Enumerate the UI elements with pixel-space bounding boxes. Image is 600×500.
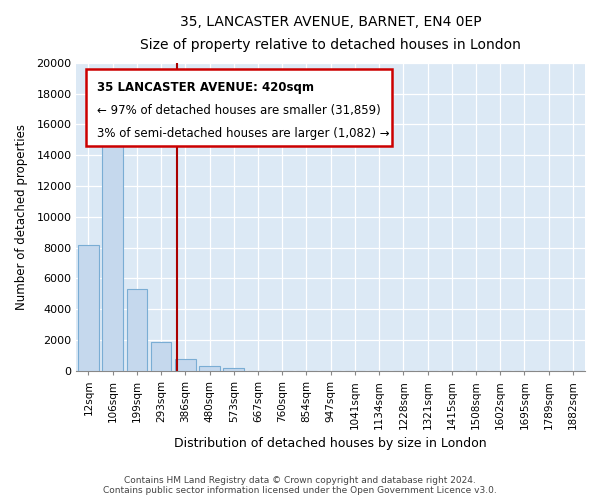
Bar bbox=[223, 368, 244, 371]
X-axis label: Distribution of detached houses by size in London: Distribution of detached houses by size … bbox=[175, 437, 487, 450]
Bar bbox=[175, 358, 196, 371]
Bar bbox=[127, 289, 147, 371]
Title: 35, LANCASTER AVENUE, BARNET, EN4 0EP
Size of property relative to detached hous: 35, LANCASTER AVENUE, BARNET, EN4 0EP Si… bbox=[140, 15, 521, 52]
Y-axis label: Number of detached properties: Number of detached properties bbox=[15, 124, 28, 310]
Text: ← 97% of detached houses are smaller (31,859): ← 97% of detached houses are smaller (31… bbox=[97, 104, 380, 118]
Bar bbox=[151, 342, 172, 371]
Text: 3% of semi-detached houses are larger (1,082) →: 3% of semi-detached houses are larger (1… bbox=[97, 128, 389, 140]
FancyBboxPatch shape bbox=[86, 69, 392, 146]
Bar bbox=[103, 116, 123, 371]
Bar bbox=[78, 244, 99, 371]
Text: Contains HM Land Registry data © Crown copyright and database right 2024.
Contai: Contains HM Land Registry data © Crown c… bbox=[103, 476, 497, 495]
Text: 35 LANCASTER AVENUE: 420sqm: 35 LANCASTER AVENUE: 420sqm bbox=[97, 81, 314, 94]
Bar bbox=[199, 366, 220, 371]
